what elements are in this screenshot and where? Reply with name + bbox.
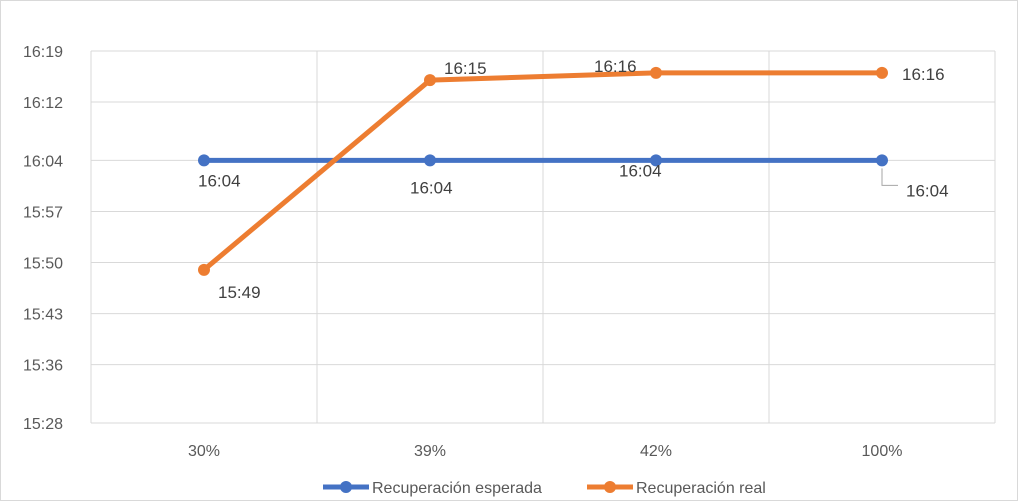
y-tick-label: 15:36	[23, 358, 63, 375]
data-point	[424, 154, 436, 167]
y-tick-label: 15:28	[23, 416, 63, 433]
x-tick-label: 39%	[414, 443, 446, 460]
x-tick-label: 100%	[862, 443, 903, 460]
y-tick-label: 15:43	[23, 307, 63, 324]
data-label: 16:04	[619, 161, 662, 180]
data-label: 16:04	[906, 181, 949, 200]
data-point	[650, 154, 662, 167]
y-tick-label: 16:19	[23, 44, 63, 61]
data-point	[650, 66, 662, 79]
data-label: 16:16	[594, 57, 637, 76]
legend-swatch-marker	[604, 481, 616, 493]
series-line-1	[201, 70, 885, 273]
y-tick-label: 15:57	[23, 204, 63, 221]
data-label: 15:49	[218, 283, 261, 302]
data-label: 16:04	[198, 171, 241, 190]
y-tick-label: 16:12	[23, 95, 63, 112]
legend-swatch-marker	[340, 481, 352, 493]
data-label: 16:16	[902, 65, 945, 84]
data-label: 16:15	[444, 59, 487, 78]
data-point	[198, 263, 210, 276]
data-point	[198, 154, 210, 167]
leader-line	[881, 168, 898, 186]
y-tick-label: 15:50	[23, 256, 63, 273]
x-tick-label: 42%	[640, 443, 672, 460]
legend-label: Recuperación real	[636, 480, 766, 497]
data-point	[876, 154, 888, 167]
y-tick-label: 16:04	[23, 153, 63, 170]
data-point	[424, 74, 436, 87]
x-tick-label: 30%	[188, 443, 220, 460]
data-label: 16:04	[410, 178, 453, 197]
data-point	[876, 66, 888, 79]
legend-label: Recuperación esperada	[372, 480, 542, 497]
